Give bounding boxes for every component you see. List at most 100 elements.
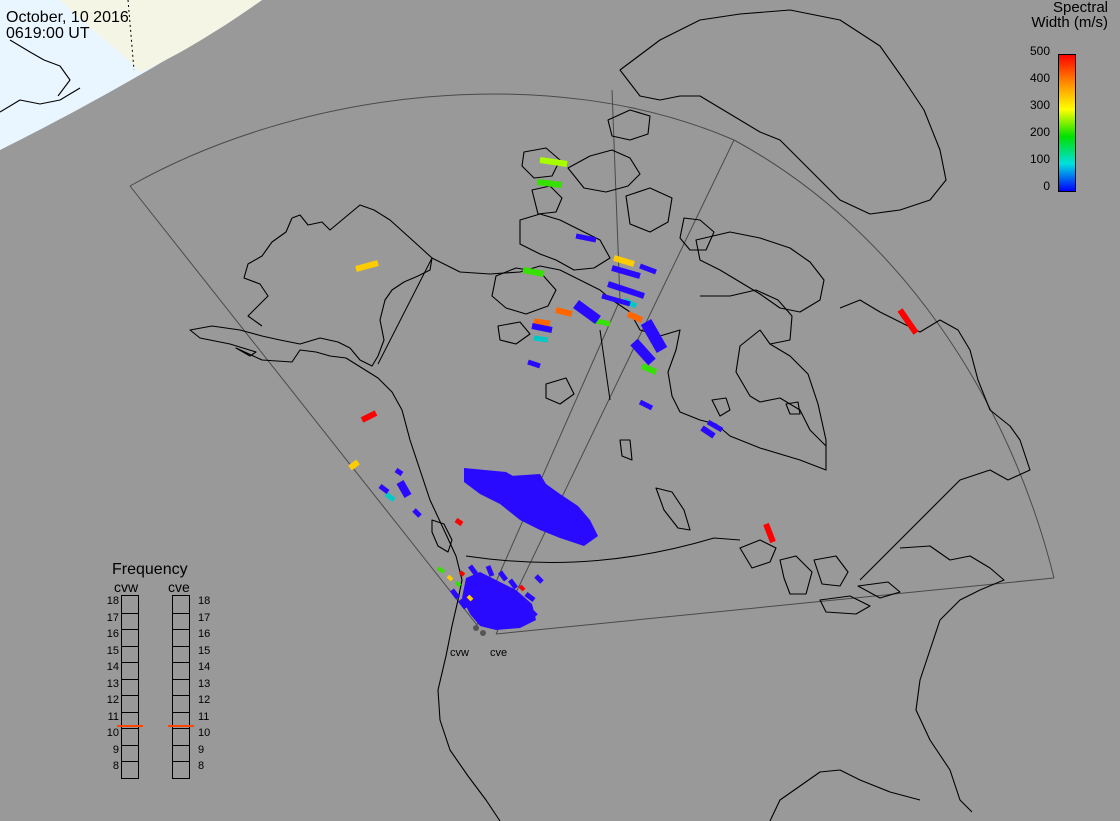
frequency-scale-label: 10	[106, 727, 119, 739]
frequency-scale-label: 13	[106, 677, 119, 690]
frequency-label-cve: cve	[168, 579, 190, 595]
scatter-cell	[454, 580, 462, 588]
frequency-scale-label: 15	[198, 644, 211, 657]
colorbar-tick-label: 200	[1029, 125, 1050, 139]
scatter-cell	[555, 307, 573, 317]
scatter-cell	[527, 359, 541, 369]
frequency-grid-line	[122, 728, 138, 729]
frequency-grid-line	[122, 662, 138, 663]
borders	[377, 257, 741, 563]
frequency-scale-label: 16	[198, 628, 211, 640]
scatter-cell	[611, 265, 641, 279]
frequency-grid-line	[173, 744, 189, 746]
frequency-indicator	[117, 725, 143, 728]
frequency-grid-line	[173, 662, 189, 663]
scatter-cell	[640, 363, 658, 375]
fov-outline	[129, 89, 1055, 635]
frequency-grid-line	[122, 612, 138, 614]
frequency-scale-label: 18	[106, 595, 119, 607]
scatter-cell	[485, 565, 495, 577]
frequency-scale-label: 9	[112, 743, 119, 756]
scatter-cell	[458, 598, 468, 610]
colorbar-title-line1: Spectral	[1052, 0, 1108, 16]
scatter-cell	[700, 425, 716, 439]
frequency-grid-line	[122, 695, 138, 696]
scatter-cell	[466, 594, 474, 602]
colorbar	[1058, 54, 1076, 192]
scatter-cell	[536, 179, 563, 188]
scatter-cell	[533, 335, 549, 343]
frequency-scale-label: 15	[106, 644, 119, 657]
frequency-grid-line	[173, 678, 189, 680]
site-marker-cve	[480, 630, 486, 636]
scatter-cell	[613, 255, 635, 267]
scatter-cell	[531, 323, 553, 333]
scatter-cell	[454, 517, 464, 527]
site-label-cve: cve	[490, 647, 508, 659]
scatter-cell	[897, 308, 919, 335]
frequency-grid-line	[122, 629, 138, 630]
frequency-title: Frequency	[112, 561, 188, 578]
frequency-grid-line	[173, 711, 189, 713]
scatter-cell	[607, 281, 645, 299]
frequency-grid-line	[173, 645, 189, 647]
frequency-scale-label: 18	[198, 595, 211, 607]
colorbar-tick-label: 100	[1029, 152, 1050, 166]
frequency-scale-label: 17	[198, 611, 211, 624]
frequency-grid-line	[122, 761, 138, 762]
frequency-grid-line	[122, 744, 138, 746]
daylight-land	[60, 0, 262, 72]
scatter-cell	[498, 570, 508, 582]
frequency-column-cve	[172, 595, 190, 779]
frequency-grid-line	[122, 645, 138, 647]
scatter-cell	[458, 570, 466, 577]
terminator-line	[127, 0, 135, 71]
scatter-cell	[534, 574, 544, 584]
radar-scatter	[348, 157, 919, 630]
scatter-cell	[396, 480, 412, 498]
scatter-cell	[510, 474, 546, 490]
coastlines	[189, 9, 1031, 821]
frequency-grid-line	[173, 728, 189, 729]
colorbar-tick-label: 0	[1043, 179, 1050, 193]
colorbar-tick-label: 400	[1029, 71, 1050, 85]
frequency-grid-line	[122, 678, 138, 680]
frequency-grid-line	[173, 761, 189, 762]
colorbar-title-line2: Width (m/s)	[1031, 14, 1108, 31]
colorbar-tick-label: 500	[1029, 44, 1050, 58]
scatter-cell	[706, 419, 724, 433]
frequency-scale-label: 11	[198, 710, 210, 723]
frequency-scale-label: 9	[198, 743, 205, 756]
scatter-cell	[539, 157, 568, 167]
scatter-cell	[468, 564, 478, 576]
scatter-cell	[518, 584, 526, 592]
site-label-cvw: cvw	[450, 647, 469, 659]
scatter-cell	[638, 399, 654, 411]
frequency-scale-label: 16	[106, 628, 119, 640]
frequency-scale-label: 13	[198, 677, 211, 690]
scatter-cell	[360, 410, 378, 423]
colorbar-title: Spectral Width (m/s)	[1031, 0, 1108, 30]
frequency-grid-line	[173, 695, 189, 696]
scatter-cell	[446, 574, 454, 582]
scatter-cell	[524, 592, 536, 602]
frequency-scale-label: 12	[106, 694, 119, 706]
frequency-label-cvw: cvw	[114, 579, 139, 595]
frequency-grid-line	[173, 612, 189, 614]
scatter-cell	[394, 467, 404, 477]
time-label: 0619:00 UT	[6, 25, 90, 42]
scatter-cell	[508, 578, 518, 590]
scatter-cell	[522, 267, 545, 277]
scatter-cell	[412, 508, 422, 518]
frequency-scale-label: 14	[198, 661, 211, 673]
frequency-scale-label: 12	[198, 694, 211, 706]
frequency-indicator	[168, 725, 194, 728]
scatter-cell	[450, 588, 460, 600]
scatter-cell	[575, 233, 597, 243]
scatter-cell	[436, 566, 446, 574]
scatter-cell	[573, 299, 601, 325]
scatter-cell	[464, 468, 598, 546]
scatter-cell	[626, 311, 644, 323]
